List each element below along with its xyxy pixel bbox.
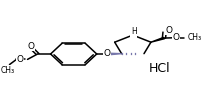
Text: O: O <box>172 33 179 42</box>
Text: O: O <box>166 26 173 35</box>
Text: HCl: HCl <box>149 62 171 75</box>
Text: CH₃: CH₃ <box>0 66 15 75</box>
Polygon shape <box>151 37 165 42</box>
Text: O: O <box>27 42 34 51</box>
Text: O: O <box>104 49 111 59</box>
Polygon shape <box>109 53 122 55</box>
Text: N: N <box>130 30 137 39</box>
Text: CH₃: CH₃ <box>187 33 201 42</box>
Text: O: O <box>17 55 24 64</box>
Text: H: H <box>131 27 137 36</box>
